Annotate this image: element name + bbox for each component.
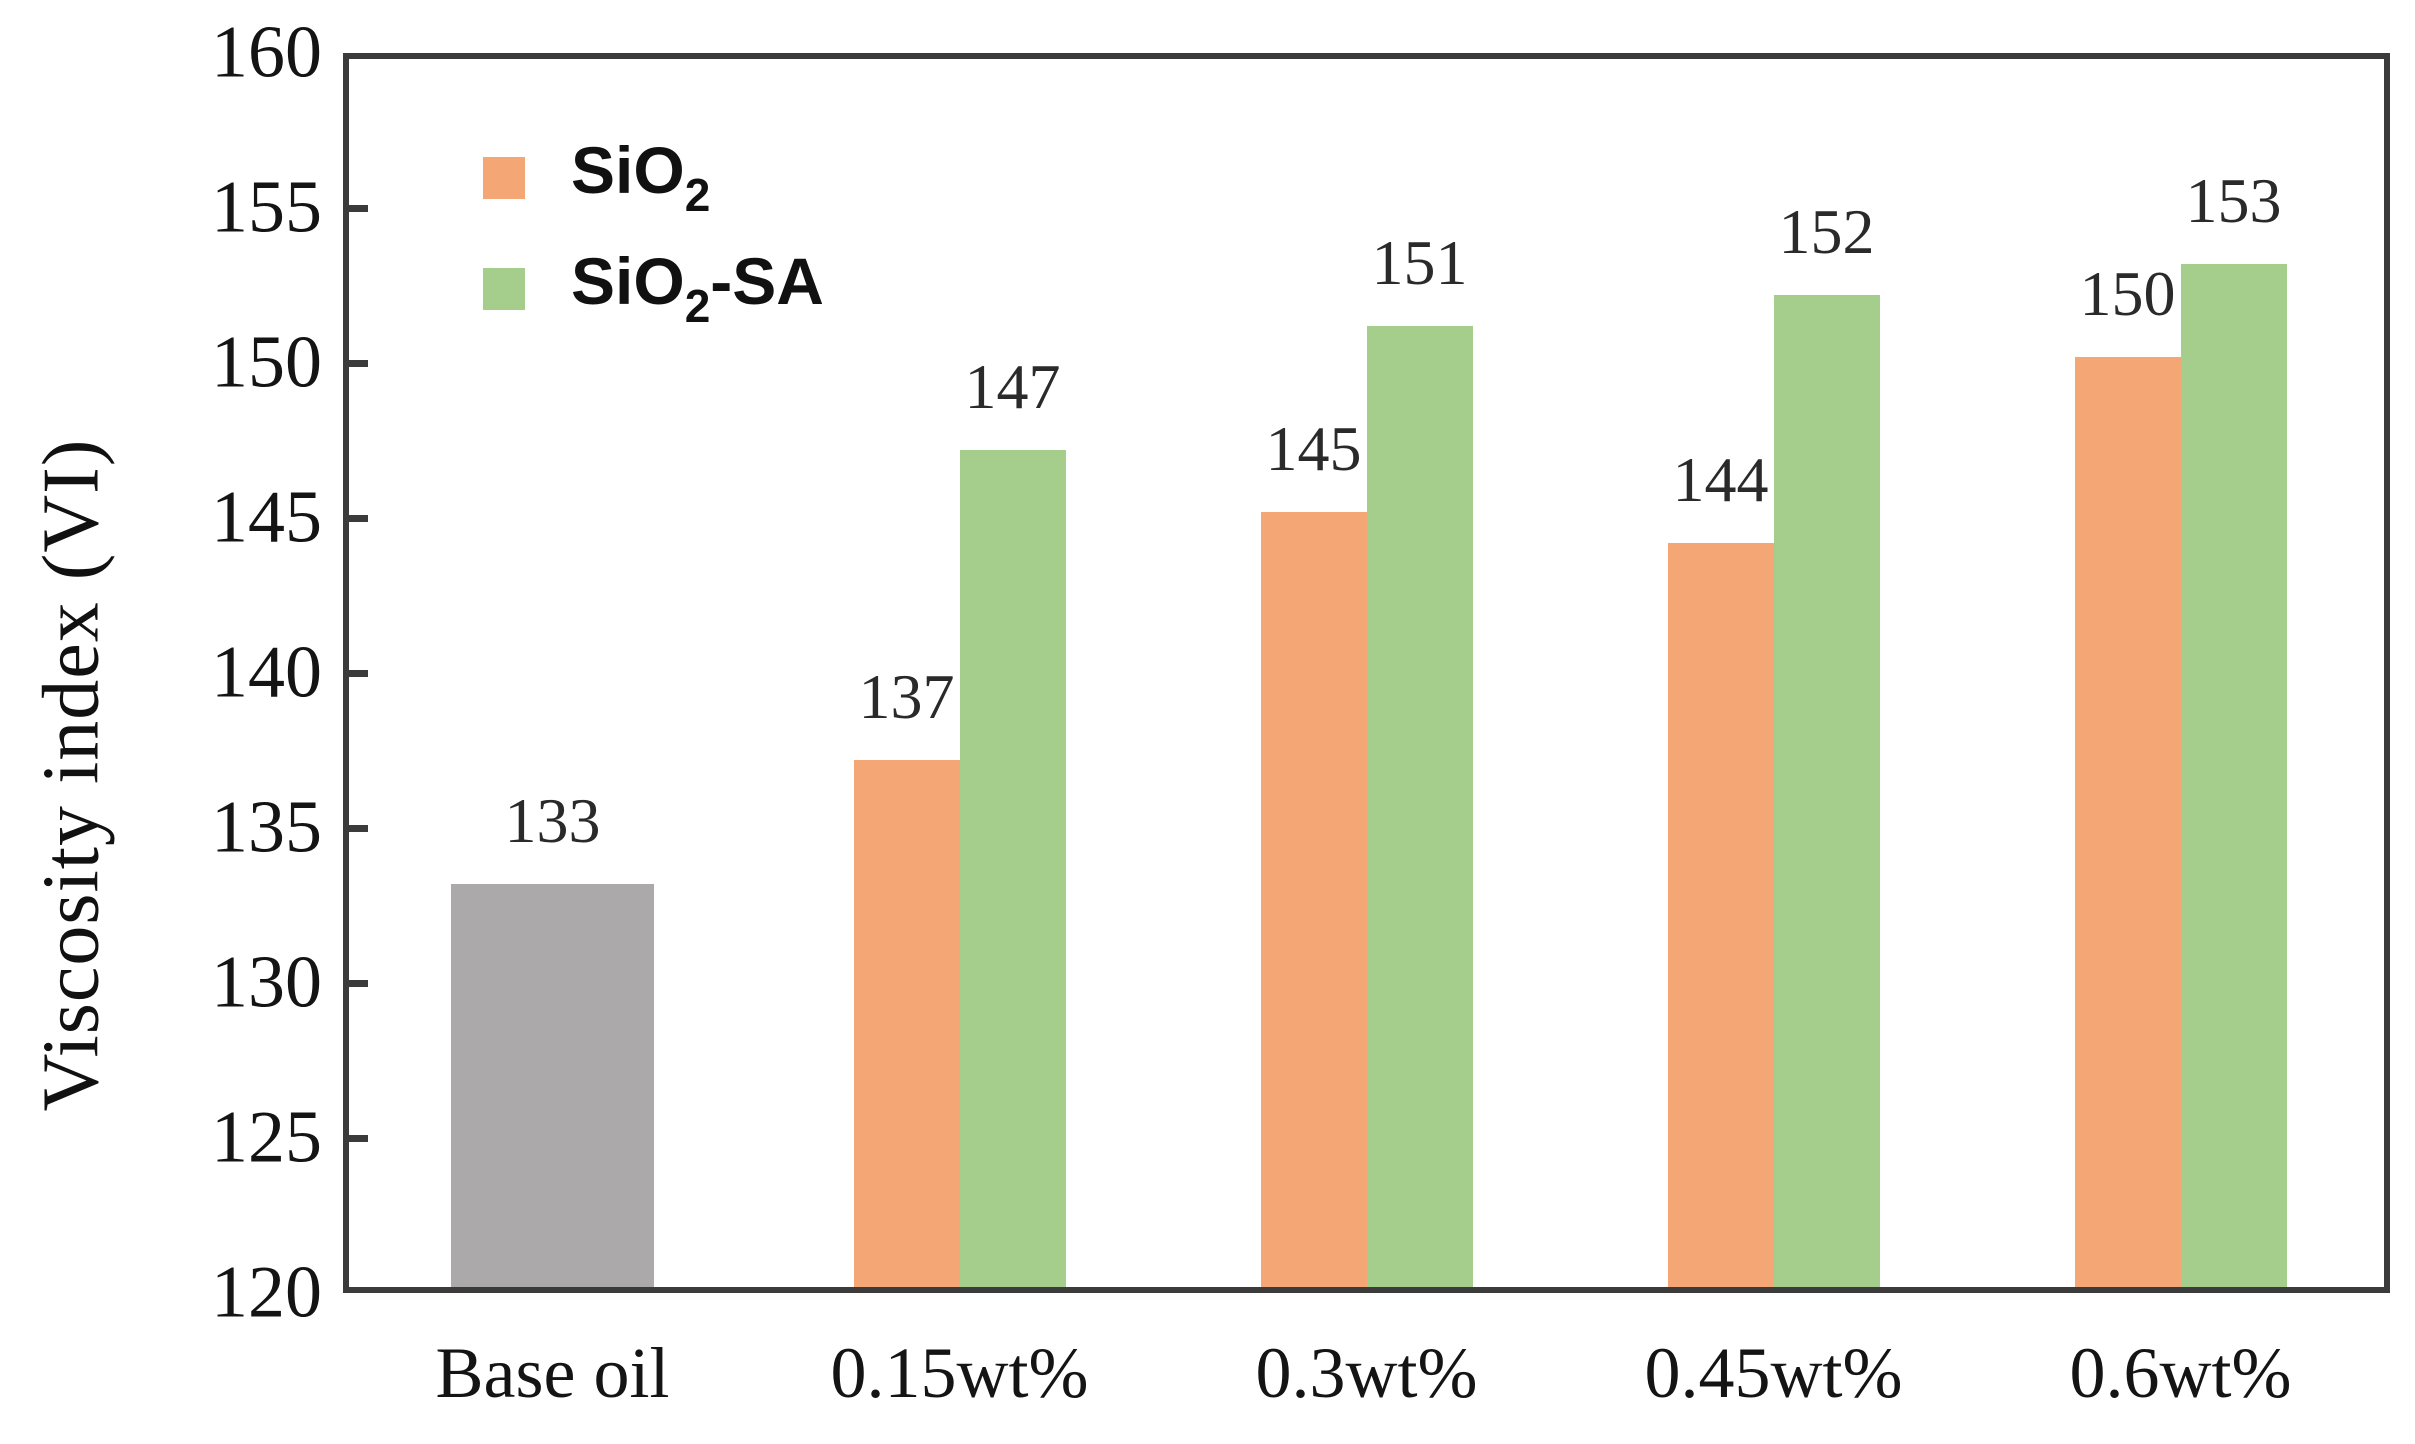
- bar-value-label: 133: [504, 785, 601, 856]
- bar-value-label: 152: [1778, 196, 1875, 267]
- bar-value-label: 147: [964, 351, 1061, 422]
- x-tick-label: 0.6wt%: [2069, 1333, 2292, 1413]
- y-tick-mark: [349, 360, 368, 367]
- bar-sio2: [1667, 543, 1774, 1287]
- legend-swatch-sio2: [483, 156, 525, 199]
- legend-label-sio2: SiO2: [571, 133, 711, 221]
- bar-sio2: [1260, 512, 1367, 1287]
- bars-layer: 133 137 147 145 151 144 152 150 153: [349, 59, 2384, 1287]
- bar-value-label: 137: [858, 661, 955, 732]
- y-tick-label: 155: [211, 166, 322, 249]
- y-tick-label: 160: [211, 11, 322, 94]
- y-tick-label: 135: [211, 786, 322, 869]
- y-tick-label: 145: [211, 476, 322, 559]
- legend-swatch-sio2-sa: [483, 267, 525, 310]
- bar-sio2-sa: [959, 450, 1066, 1287]
- bar-base-oil: [451, 884, 654, 1287]
- y-tick-mark: [349, 515, 368, 522]
- x-tick-label: 0.3wt%: [1255, 1333, 1478, 1413]
- bar-value-label: 151: [1371, 227, 1468, 298]
- y-tick-label: 130: [211, 941, 322, 1024]
- bar-value-label: 145: [1265, 413, 1362, 484]
- bar-sio2: [2074, 357, 2181, 1287]
- plot-area: SiO2 SiO2-SA 133 137 147 145 151 144 152 150 153: [343, 53, 2390, 1293]
- y-tick-mark: [349, 205, 368, 212]
- y-tick-mark: [349, 980, 368, 987]
- bar-sio2-sa: [1773, 295, 1880, 1287]
- y-tick-label: 120: [211, 1251, 322, 1334]
- bar-sio2: [853, 760, 960, 1287]
- y-tick-mark: [349, 825, 368, 832]
- x-tick-label: 0.15wt%: [830, 1333, 1089, 1413]
- bar-sio2-sa: [2180, 264, 2287, 1287]
- bar-value-label: 153: [2185, 165, 2282, 236]
- bar-value-label: 150: [2079, 258, 2176, 329]
- y-tick-mark: [349, 670, 368, 677]
- legend: SiO2 SiO2-SA: [483, 137, 824, 359]
- y-tick-label: 150: [211, 321, 322, 404]
- x-tick-label: Base oil: [435, 1333, 670, 1413]
- legend-label-sio2-sa: SiO2-SA: [571, 244, 824, 332]
- y-tick-mark: [349, 1135, 368, 1142]
- x-tick-label: 0.45wt%: [1644, 1333, 1903, 1413]
- y-tick-label: 125: [211, 1096, 322, 1179]
- legend-item-sio2-sa: SiO2-SA: [483, 248, 824, 329]
- bar-value-label: 144: [1672, 444, 1769, 515]
- legend-item-sio2: SiO2: [483, 137, 824, 218]
- bar-sio2-sa: [1366, 326, 1473, 1287]
- y-tick-label: 140: [211, 631, 322, 714]
